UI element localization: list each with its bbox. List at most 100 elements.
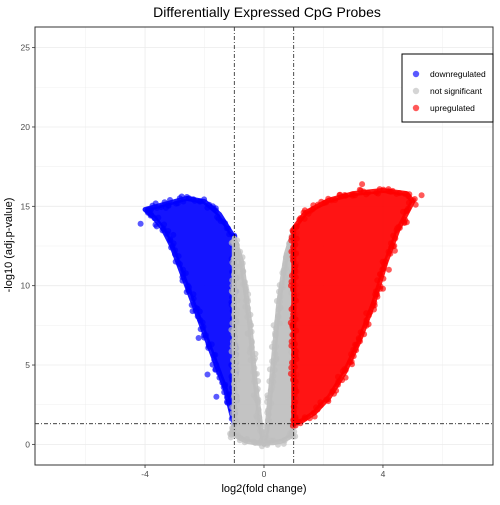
data-point bbox=[152, 221, 159, 228]
data-point bbox=[255, 399, 262, 406]
data-point bbox=[363, 322, 370, 329]
data-point bbox=[256, 419, 262, 426]
data-point bbox=[275, 441, 281, 448]
y-tick-label: 5 bbox=[25, 360, 30, 370]
data-point bbox=[230, 302, 237, 309]
data-point bbox=[195, 335, 202, 341]
y-tick-label: 0 bbox=[25, 439, 30, 449]
data-point bbox=[377, 271, 384, 278]
data-point bbox=[348, 351, 355, 358]
data-point bbox=[169, 242, 176, 249]
data-point bbox=[225, 225, 231, 232]
data-point bbox=[205, 341, 212, 348]
data-point bbox=[293, 297, 300, 304]
data-point bbox=[237, 263, 244, 270]
data-point bbox=[317, 402, 324, 409]
data-point bbox=[265, 417, 272, 424]
data-point bbox=[307, 207, 314, 214]
x-tick-label: 0 bbox=[262, 469, 267, 479]
data-point bbox=[293, 235, 300, 242]
data-point bbox=[335, 373, 341, 380]
data-point bbox=[400, 208, 406, 215]
data-point bbox=[232, 373, 239, 380]
data-point bbox=[271, 339, 278, 346]
data-point bbox=[165, 228, 172, 234]
legend-key-not-significant bbox=[412, 87, 420, 95]
data-point bbox=[412, 201, 419, 208]
data-point bbox=[246, 349, 253, 356]
data-point bbox=[255, 378, 262, 384]
data-point bbox=[347, 359, 354, 366]
data-point bbox=[272, 330, 279, 337]
data-point bbox=[244, 313, 251, 320]
data-point bbox=[233, 317, 240, 324]
data-point bbox=[253, 387, 260, 394]
data-point bbox=[391, 247, 398, 254]
series-upregulated bbox=[287, 181, 425, 429]
legend-label-downregulated: downregulated bbox=[430, 69, 486, 79]
data-point bbox=[161, 221, 168, 228]
legend-label-upregulated: upregulated bbox=[430, 103, 475, 113]
data-point bbox=[341, 192, 348, 198]
data-point bbox=[232, 336, 238, 343]
data-point bbox=[234, 242, 240, 249]
data-point bbox=[263, 427, 270, 434]
data-point bbox=[352, 192, 358, 199]
y-tick-label: 20 bbox=[21, 122, 31, 132]
data-point bbox=[188, 302, 195, 308]
data-point bbox=[228, 431, 235, 438]
x-tick-label: 4 bbox=[381, 469, 386, 479]
data-point bbox=[233, 353, 239, 360]
data-point bbox=[232, 270, 238, 277]
data-point bbox=[301, 215, 308, 222]
data-point bbox=[237, 273, 244, 280]
legend-label-not-significant: not significant bbox=[430, 86, 483, 96]
data-point bbox=[380, 285, 386, 292]
x-tick-label: -4 bbox=[141, 469, 149, 479]
data-point bbox=[380, 265, 387, 272]
data-point bbox=[170, 231, 177, 238]
data-point bbox=[200, 332, 207, 339]
data-point bbox=[335, 381, 341, 388]
data-point bbox=[167, 197, 173, 203]
data-point bbox=[301, 415, 308, 422]
threshold-layer bbox=[35, 27, 493, 465]
data-point bbox=[209, 361, 216, 368]
data-point bbox=[266, 366, 273, 373]
data-point bbox=[180, 266, 186, 273]
data-point bbox=[224, 398, 230, 405]
data-point bbox=[363, 310, 370, 317]
data-point bbox=[245, 291, 252, 298]
data-point bbox=[288, 278, 295, 285]
data-point bbox=[277, 293, 284, 300]
data-point bbox=[172, 258, 179, 265]
data-point bbox=[289, 228, 296, 235]
legend-key-downregulated bbox=[412, 70, 420, 78]
data-point bbox=[392, 235, 399, 242]
data-point bbox=[274, 318, 281, 325]
data-point bbox=[189, 308, 196, 315]
y-axis-label: -log10 (adj.p-value) bbox=[3, 198, 15, 293]
data-point bbox=[241, 439, 248, 446]
data-point bbox=[234, 297, 241, 304]
data-point bbox=[270, 372, 277, 379]
data-point bbox=[292, 399, 299, 406]
data-point bbox=[262, 439, 269, 445]
data-point bbox=[240, 268, 246, 275]
data-point bbox=[211, 356, 218, 363]
data-point bbox=[289, 321, 296, 328]
data-point bbox=[194, 313, 201, 320]
data-point bbox=[231, 344, 238, 351]
data-point bbox=[264, 395, 271, 401]
data-point bbox=[374, 277, 381, 284]
data-point bbox=[339, 368, 346, 375]
legend: downregulated not significant upregulate… bbox=[401, 53, 494, 123]
data-point bbox=[226, 231, 233, 238]
axes-layer: -4 0 4 0 5 10 15 20 25 bbox=[21, 43, 386, 479]
data-point bbox=[247, 322, 254, 329]
data-point bbox=[332, 197, 339, 203]
data-point bbox=[174, 200, 181, 207]
data-point bbox=[239, 254, 246, 261]
grid-layer bbox=[35, 27, 493, 465]
data-point bbox=[243, 285, 250, 292]
